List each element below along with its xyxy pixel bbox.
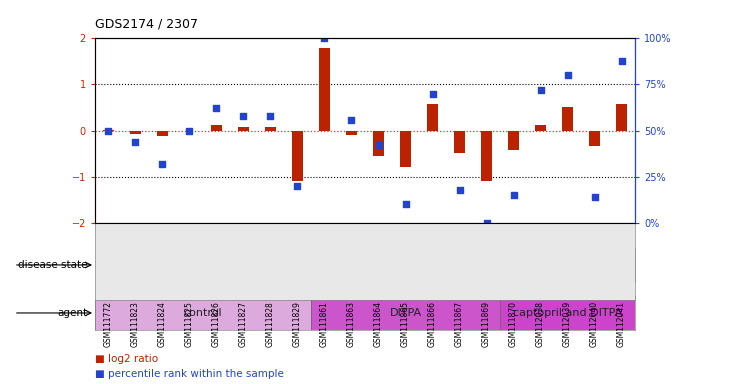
Bar	[292, 131, 303, 181]
Bar	[130, 131, 141, 134]
Point	[372, 142, 384, 148]
Text: heart failure: heart failure	[439, 260, 507, 270]
Point	[102, 127, 114, 134]
Point	[454, 187, 466, 193]
Bar	[238, 127, 249, 131]
Point	[588, 194, 600, 200]
Point	[265, 113, 277, 119]
Text: control: control	[184, 308, 222, 318]
Point	[184, 127, 196, 134]
Point	[616, 58, 628, 64]
Text: ■ percentile rank within the sample: ■ percentile rank within the sample	[95, 369, 284, 379]
Point	[157, 161, 169, 167]
Bar	[346, 131, 357, 135]
Point	[508, 192, 520, 198]
Bar	[481, 131, 492, 181]
Text: agent: agent	[58, 308, 88, 318]
Point	[400, 201, 412, 207]
Text: control: control	[184, 260, 222, 270]
Text: disease state: disease state	[18, 260, 88, 270]
Bar	[562, 107, 573, 131]
Bar	[427, 104, 438, 131]
Text: ■ log2 ratio: ■ log2 ratio	[95, 354, 158, 364]
Point	[238, 113, 250, 119]
Bar	[103, 130, 114, 131]
Point	[130, 139, 142, 145]
Bar	[535, 125, 546, 131]
Text: DITPA: DITPA	[389, 308, 422, 318]
Bar	[508, 131, 519, 150]
Point	[346, 116, 358, 122]
Bar	[311, 248, 635, 282]
Bar	[157, 131, 168, 136]
Bar	[311, 296, 500, 330]
Bar	[95, 248, 311, 282]
Point	[534, 87, 546, 93]
Bar	[373, 131, 384, 156]
Bar	[500, 296, 635, 330]
Bar	[454, 131, 465, 153]
Point	[292, 183, 304, 189]
Point	[427, 91, 439, 97]
Point	[562, 72, 574, 78]
Point	[318, 35, 330, 41]
Bar	[95, 296, 311, 330]
Bar	[211, 125, 222, 131]
Text: GDS2174 / 2307: GDS2174 / 2307	[95, 18, 198, 31]
Point	[211, 105, 223, 111]
Bar	[319, 48, 330, 131]
Bar	[265, 127, 276, 131]
Text: captopril and DITPA: captopril and DITPA	[513, 308, 622, 318]
Bar	[616, 104, 627, 131]
Point	[481, 220, 493, 226]
Bar	[589, 131, 600, 146]
Bar	[400, 131, 411, 167]
